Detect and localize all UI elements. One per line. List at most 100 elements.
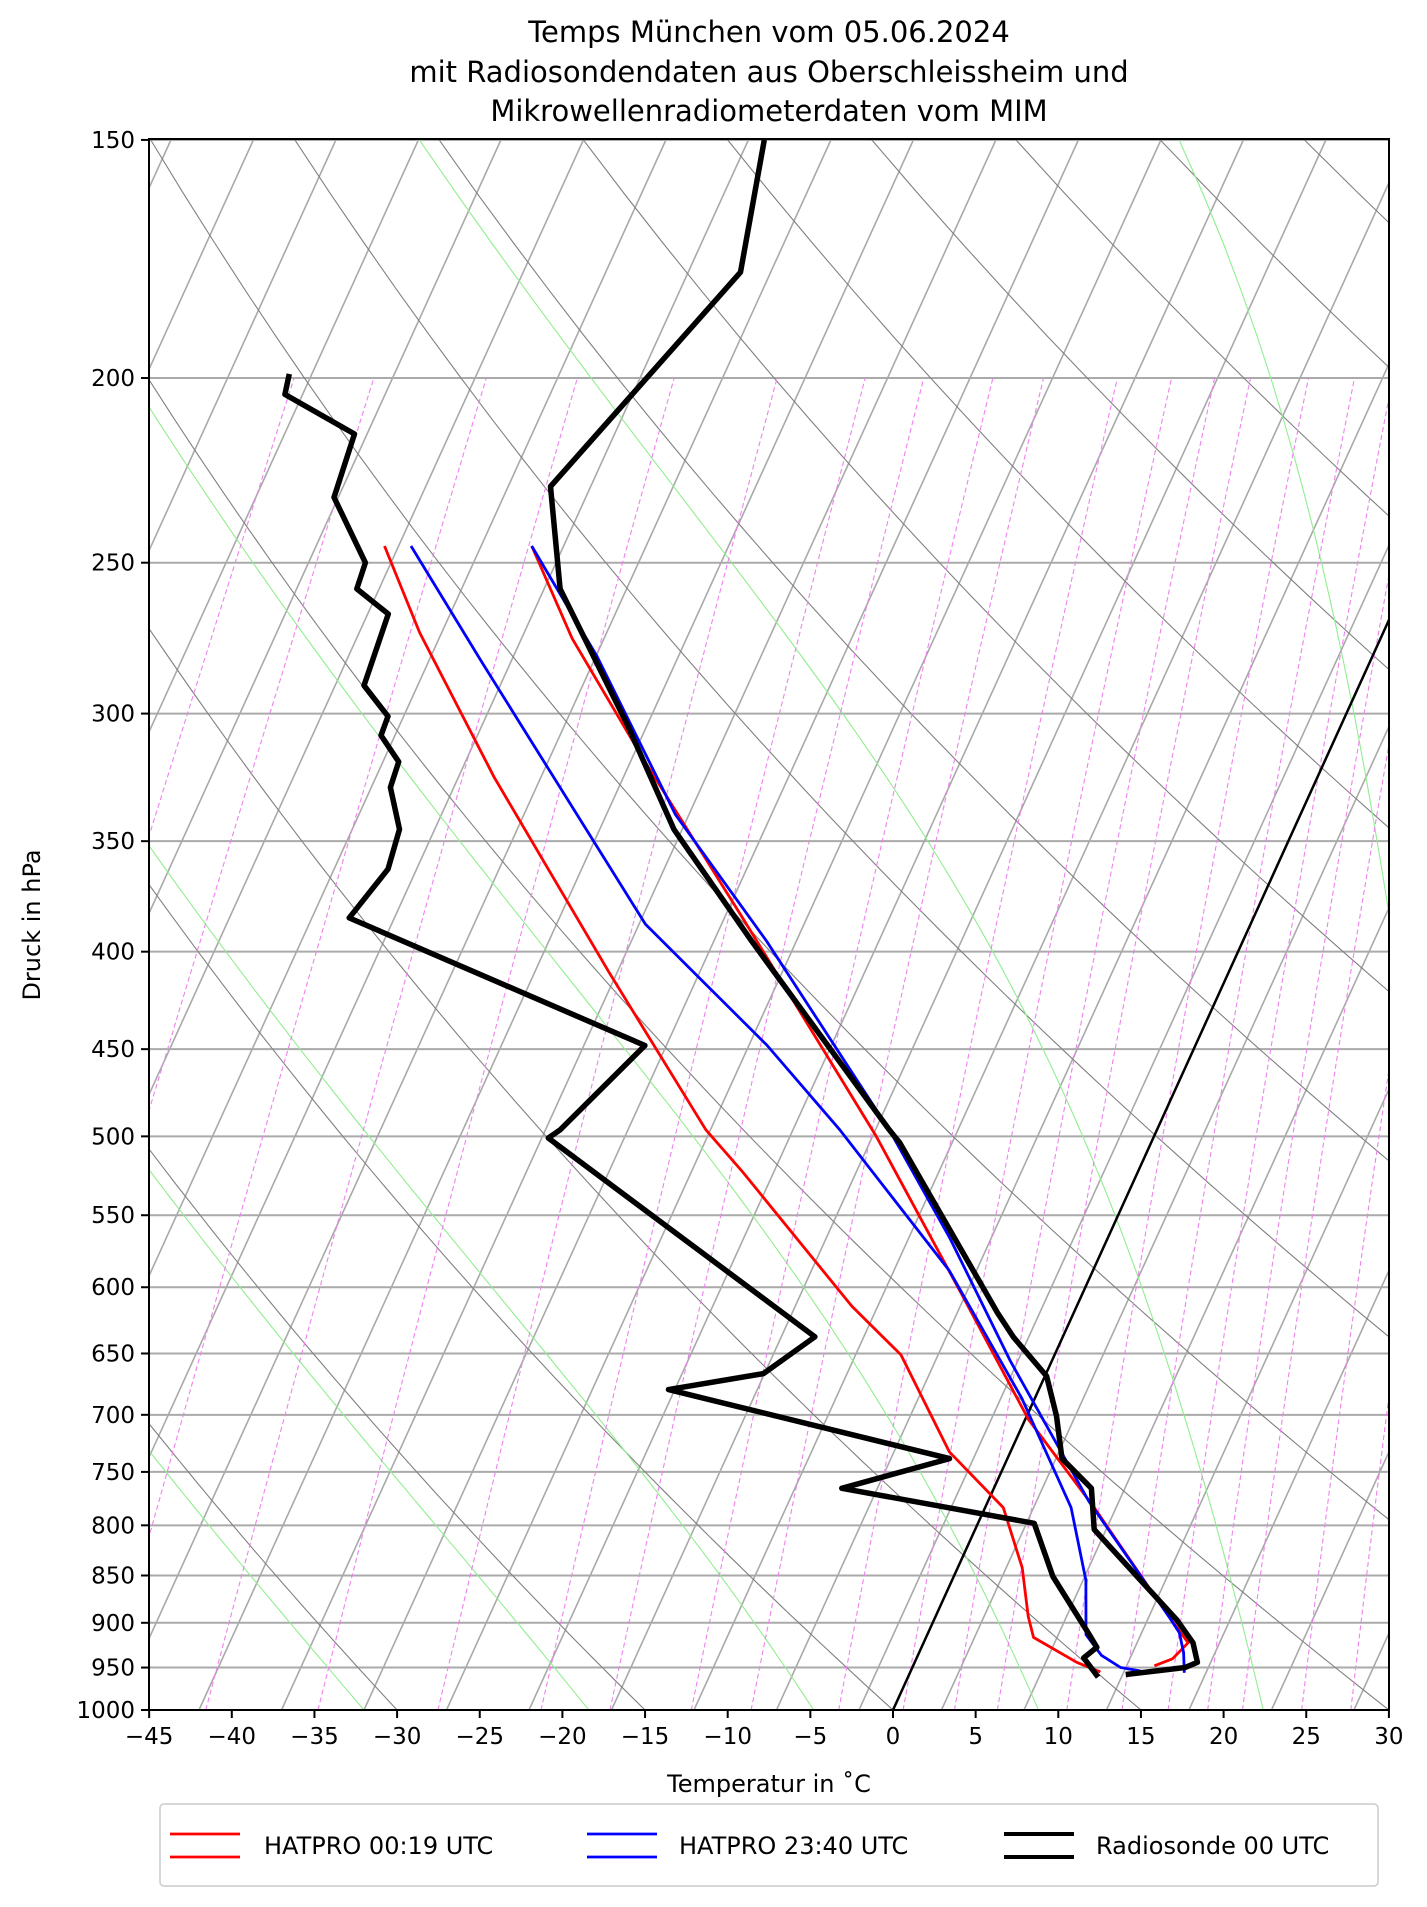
isotherm-line [858, 543, 1389, 1710]
moist-adiabat-line [149, 844, 815, 1710]
y-tick-label: 150 [91, 128, 135, 154]
moist-adiabat-line [149, 405, 1040, 1710]
mixing-ratio-line [838, 377, 1118, 1710]
isotherm-line [363, 139, 1080, 1710]
dry-adiabat-line [582, 139, 1389, 993]
x-axis-label: Temperatur in ˚C [666, 1770, 871, 1798]
mixing-ratio-line [1207, 572, 1389, 1710]
radiosonde-00-utc-dewpoint-line [282, 373, 1101, 1679]
mixing-ratio-line [149, 377, 295, 838]
mixing-ratio-line [1241, 740, 1389, 1710]
y-tick-label: 650 [91, 1341, 135, 1367]
mixing-ratio-line [437, 377, 778, 1710]
isotherm-line [149, 139, 338, 553]
x-tick-label: 15 [1126, 1724, 1155, 1750]
mixing-ratio-line [1393, 378, 1427, 1710]
isotherm-line [1188, 1268, 1389, 1710]
y-tick-label: 600 [91, 1275, 135, 1301]
x-tick-label: −40 [208, 1724, 257, 1750]
isotherm-line [149, 139, 833, 1641]
chart-title-line-3: Mikrowellenradiometerdaten vom MIM [490, 94, 1047, 128]
isotherm-line [775, 361, 1389, 1710]
x-tick-label: 25 [1292, 1724, 1321, 1750]
mixing-ratio-line [1301, 1065, 1389, 1710]
x-tick-label: −45 [125, 1724, 174, 1750]
y-tick-label: 500 [91, 1124, 135, 1150]
dry-adiabat-line [871, 139, 1389, 671]
dry-adiabat-line [150, 139, 1389, 1521]
legend: HATPRO 00:19 UTC HATPRO 23:40 UTC Radioson… [159, 1803, 1379, 1887]
y-tick-label: 700 [91, 1403, 135, 1429]
background-lines [0, 139, 1427, 1710]
y-axis-label: Druck in hPa [18, 849, 46, 1000]
mixing-ratio-line [690, 377, 994, 1710]
radiosonde-00-utc-temperature-line [547, 139, 1201, 1678]
hatpro-23-40-utc-dewpoint-line [409, 545, 1141, 1673]
moist-adiabat-line [1178, 139, 1389, 919]
isotherm-line [445, 139, 1163, 1710]
mixing-ratio-line [609, 377, 925, 1710]
plot-frame [148, 138, 1390, 1711]
y-tick-label: 350 [91, 829, 135, 855]
x-tick-label: 5 [968, 1724, 983, 1750]
zero-degree-isotherm [891, 616, 1389, 1710]
isotherm-line [1105, 1087, 1389, 1710]
mixing-ratio-line [1121, 377, 1356, 1710]
isotherm-line [528, 139, 1245, 1710]
isotherm-line [149, 139, 503, 916]
x-tick-label: 10 [1044, 1724, 1073, 1750]
dry-adiabat-line [438, 139, 1389, 1162]
mixing-ratio-line [540, 377, 866, 1710]
legend-label: HATPRO 23:40 UTC [679, 1832, 908, 1860]
x-tick-label: −20 [538, 1724, 587, 1750]
mixing-ratio-line [317, 377, 675, 1710]
isotherm-line [940, 724, 1389, 1710]
isotherm-line [0, 139, 6, 1710]
dry-adiabat-line [294, 139, 1389, 1338]
x-tick-label: −30 [373, 1724, 422, 1750]
y-tick-label: 900 [91, 1611, 135, 1637]
isotherm-line [149, 139, 585, 1097]
mixing-ratio-line [149, 377, 375, 1113]
chart-title-line-1: Temps München vom 05.06.2024 [527, 15, 1010, 49]
hatpro-23-40-utc-temperature-line [530, 545, 1186, 1673]
isotherm-line [149, 139, 420, 734]
moist-adiabat-line [149, 1168, 590, 1710]
isotherm-line [1023, 905, 1389, 1710]
x-tick-label: −25 [455, 1724, 504, 1750]
isotherm-line [1270, 1449, 1389, 1710]
isotherm-line [610, 139, 1328, 1710]
y-tick-label: 800 [91, 1513, 135, 1539]
dry-adiabat-line [1304, 139, 1389, 224]
legend-label: Radiosonde 00 UTC [1096, 1832, 1329, 1860]
dry-adiabat-line [149, 627, 1142, 1710]
dry-adiabat-line [149, 883, 894, 1710]
axis-ticks: 1502002503003504004505005506006507007508… [76, 128, 1403, 1750]
x-tick-label: 20 [1209, 1724, 1238, 1750]
y-tick-label: 200 [91, 366, 135, 392]
isotherm-line [1353, 1631, 1389, 1710]
mixing-ratio-line [996, 377, 1252, 1710]
moist-adiabat-line [418, 139, 1264, 1710]
x-tick-label: −10 [703, 1724, 752, 1750]
data-series [282, 139, 1201, 1679]
y-tick-label: 550 [91, 1203, 135, 1229]
mixing-ratio-line [149, 377, 487, 1539]
isotherm-line [149, 139, 668, 1278]
y-tick-label: 750 [91, 1460, 135, 1486]
x-tick-label: −15 [621, 1724, 670, 1750]
y-tick-label: 450 [91, 1037, 135, 1063]
y-tick-label: 300 [91, 702, 135, 728]
y-tick-label: 950 [91, 1656, 135, 1682]
x-tick-label: 0 [886, 1724, 901, 1750]
mixing-ratio-line [750, 377, 1045, 1710]
dry-adiabat-line [149, 378, 1389, 1710]
y-tick-label: 1000 [76, 1698, 135, 1724]
mixing-ratio-line [1066, 377, 1310, 1710]
x-tick-label: −5 [793, 1724, 827, 1750]
isotherm-line [280, 139, 998, 1710]
dry-adiabat-line [1159, 139, 1389, 369]
mixing-ratio-line [902, 377, 1173, 1710]
mixing-ratio-line [205, 377, 578, 1710]
